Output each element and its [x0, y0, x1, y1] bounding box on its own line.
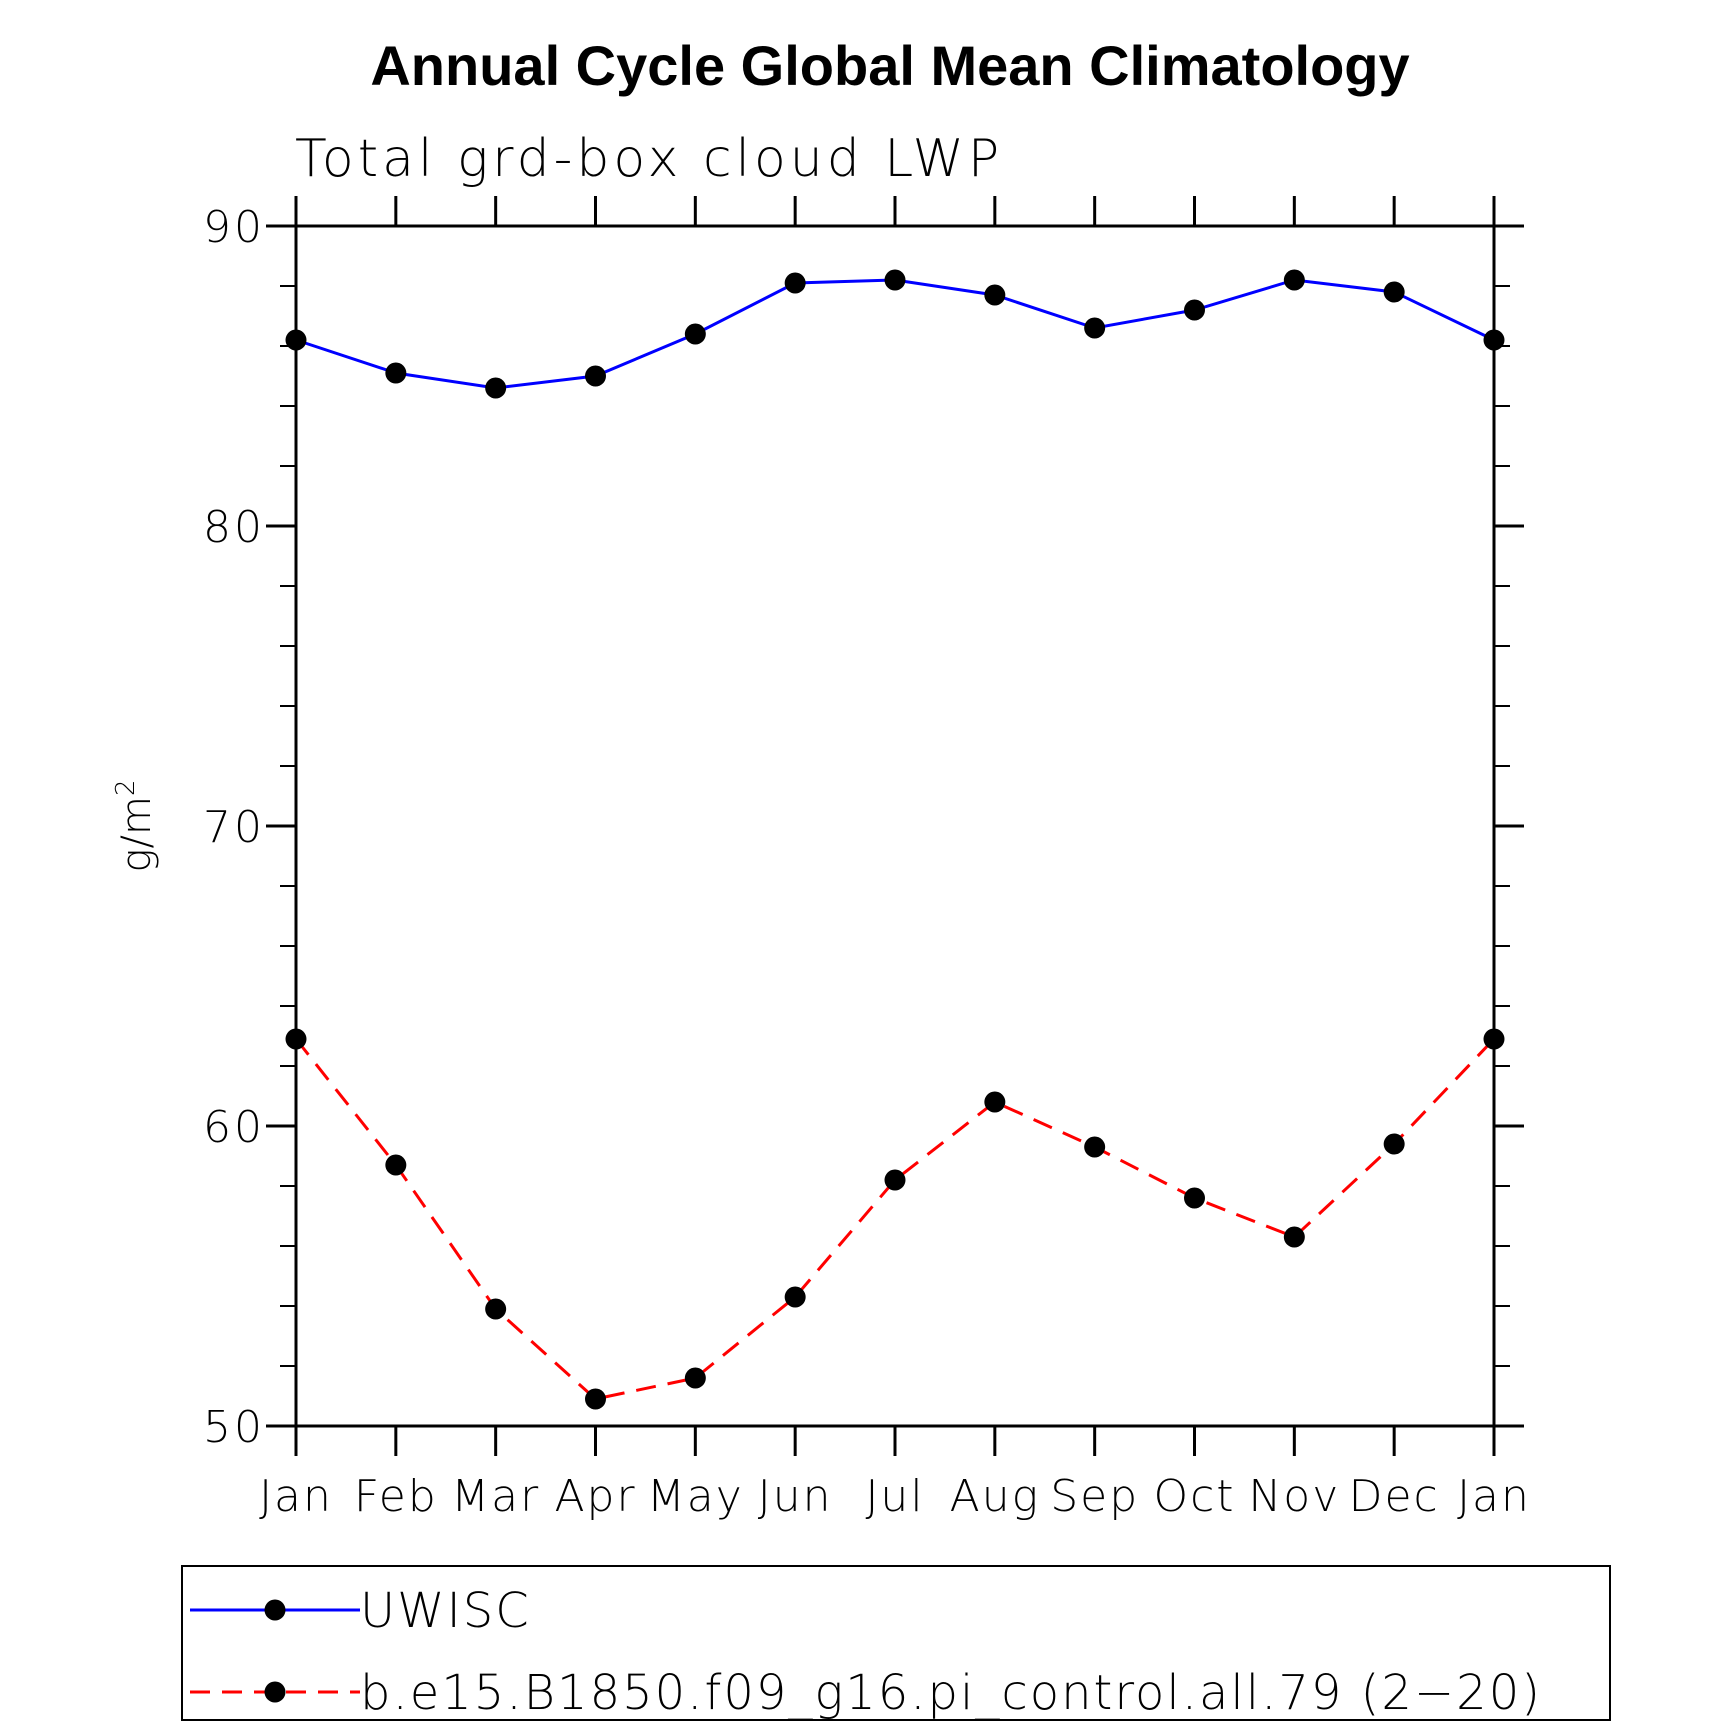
svg-text:g/m2: g/m2: [111, 780, 160, 873]
y-tick-label: 90: [203, 202, 265, 253]
series-line: [294, 1037, 1496, 1401]
y-axis-label: g/m2: [111, 780, 160, 873]
legend-label: UWISC: [360, 1583, 531, 1639]
data-point: [784, 1286, 806, 1308]
y-axis-label-text: g/m: [114, 796, 160, 872]
x-tick-label: Feb: [354, 1471, 438, 1522]
x-tick-label: Sep: [1050, 1471, 1139, 1522]
data-point: [684, 1367, 706, 1389]
series-line: [295, 278, 1495, 390]
legend-box: [181, 1565, 1611, 1721]
x-tick-label: Jul: [865, 1471, 924, 1522]
data-point: [285, 329, 307, 351]
legend-label: b.e15.B1850.f09_g16.pi_control.all.79 (2…: [360, 1665, 1542, 1721]
legend-marker: [264, 1599, 286, 1621]
x-tick-label: Apr: [554, 1471, 636, 1522]
legend-item: b.e15.B1850.f09_g16.pi_control.all.79 (2…: [190, 1665, 1542, 1721]
x-tick-label: Mar: [451, 1471, 540, 1522]
data-point: [1084, 1136, 1106, 1158]
chart-subtitle: Total grd-box cloud LWP: [295, 129, 1003, 189]
data-point: [684, 323, 706, 345]
x-tick-label: Jan: [1457, 1471, 1531, 1522]
x-tick-label: Jun: [758, 1471, 833, 1522]
series-2: [285, 1028, 1505, 1410]
data-point: [1184, 299, 1205, 321]
y-tick-label: 70: [203, 802, 265, 853]
chart-title: Annual Cycle Global Mean Climatology: [370, 34, 1409, 97]
data-point: [385, 362, 407, 384]
x-tick-label: Nov: [1248, 1471, 1340, 1522]
data-point: [1483, 329, 1505, 351]
data-point: [984, 284, 1006, 306]
data-point: [585, 1388, 606, 1410]
data-point: [485, 377, 507, 399]
data-point: [385, 1154, 407, 1176]
y-axis-label-superscript: 2: [111, 780, 141, 797]
data-point: [1383, 281, 1405, 303]
data-point: [984, 1091, 1006, 1113]
legend-marker: [264, 1681, 286, 1703]
series-1: [285, 269, 1505, 399]
data-point: [1184, 1187, 1205, 1209]
data-point: [1283, 269, 1305, 291]
data-point: [1283, 1226, 1305, 1248]
y-tick-label: 80: [203, 502, 265, 553]
data-point: [1084, 317, 1106, 339]
y-tick-label: 60: [203, 1102, 265, 1153]
data-point: [884, 269, 906, 291]
x-tick-label: Jan: [259, 1471, 333, 1522]
data-point: [485, 1298, 507, 1320]
plot-frame: [294, 224, 1496, 1428]
x-tick-label: Dec: [1349, 1471, 1440, 1522]
data-point: [884, 1169, 906, 1191]
x-tick-label: May: [647, 1471, 744, 1522]
y-tick-label: 50: [203, 1402, 265, 1453]
data-point: [1483, 1028, 1505, 1050]
legend-item: UWISC: [190, 1583, 531, 1639]
x-tick-label: Oct: [1153, 1471, 1235, 1522]
data-point: [585, 365, 606, 387]
data-point: [1383, 1133, 1405, 1155]
x-tick-label: Aug: [950, 1471, 1040, 1522]
data-point: [784, 272, 806, 294]
data-point: [285, 1028, 307, 1050]
